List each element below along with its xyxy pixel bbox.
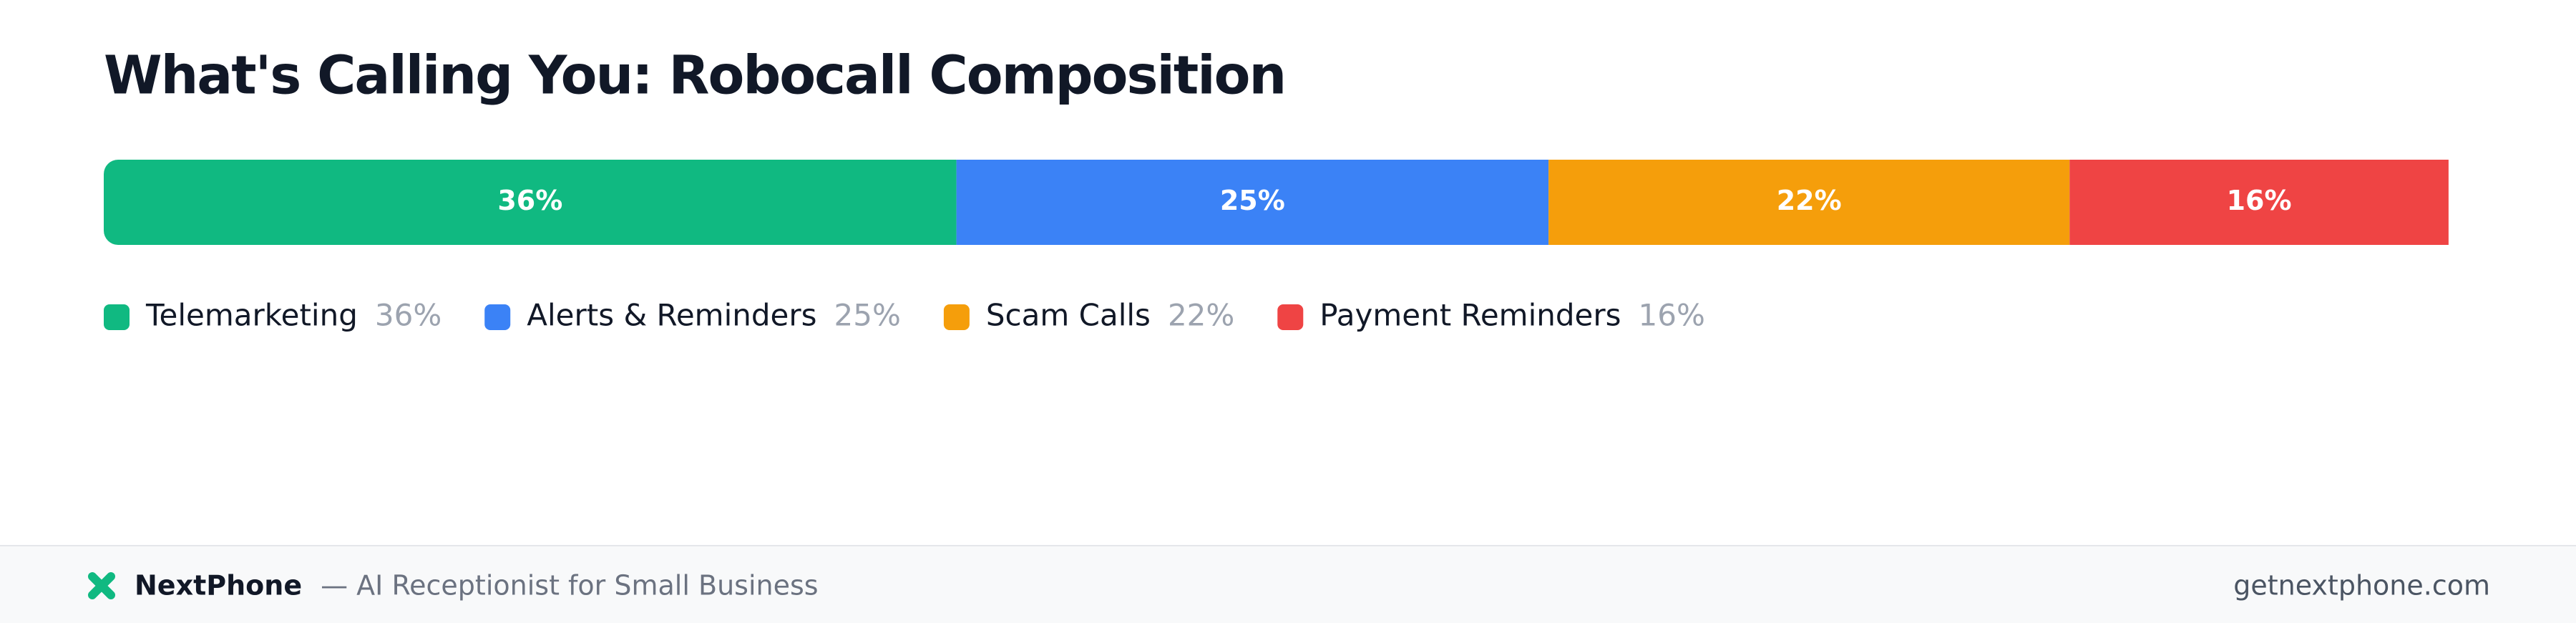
legend: Telemarketing 36% Alerts & Reminders 25% Sca… <box>104 298 1705 333</box>
legend-value: 16% <box>1639 298 1705 333</box>
legend-swatch <box>943 304 970 330</box>
legend-label: Telemarketing <box>145 298 358 333</box>
bar-segment <box>1548 160 2070 245</box>
bar-label: 16% <box>2227 185 2292 216</box>
bar-label: 22% <box>1777 185 1842 216</box>
bar-segment <box>956 160 1549 245</box>
chart-title: What's Calling You: Robocall Composition <box>104 45 1285 107</box>
bar-label: 36% <box>497 185 562 216</box>
bar-segment <box>104 160 957 245</box>
footer-tagline: — AI Receptionist for Small Business <box>321 570 818 602</box>
legend-swatch <box>104 304 130 330</box>
legend-value: 22% <box>1168 298 1234 333</box>
bar-group: 36% 25% 22% 16% <box>104 160 2449 245</box>
logo <box>88 572 115 599</box>
legend-swatch <box>484 304 511 330</box>
legend-label: Alerts & Reminders <box>527 298 816 333</box>
footer-url: getnextphone.com <box>2233 570 2490 602</box>
bar-label: 25% <box>1220 185 1285 216</box>
legend-value: 36% <box>375 298 441 333</box>
legend-value: 25% <box>834 298 901 333</box>
legend-swatch <box>1277 304 1304 330</box>
footer-brand: NextPhone <box>135 570 302 602</box>
bar-segment <box>2069 160 2449 245</box>
footer-bg <box>0 546 2576 623</box>
legend-label: Scam Calls <box>986 298 1151 333</box>
legend-label: Payment Reminders <box>1319 298 1621 333</box>
